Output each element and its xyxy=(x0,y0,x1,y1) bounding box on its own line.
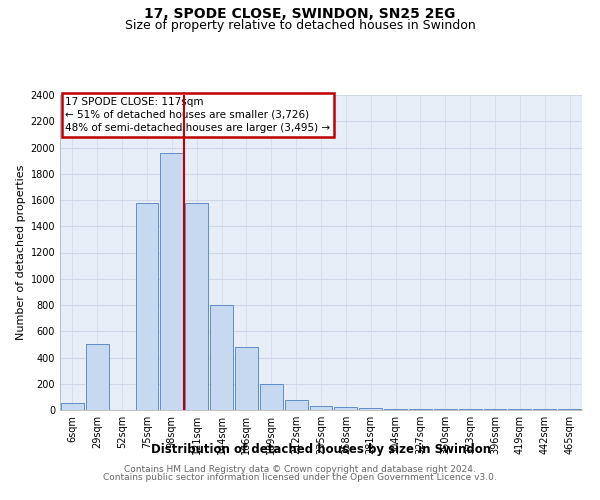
Text: Contains HM Land Registry data © Crown copyright and database right 2024.: Contains HM Land Registry data © Crown c… xyxy=(124,465,476,474)
Y-axis label: Number of detached properties: Number of detached properties xyxy=(16,165,26,340)
Text: Distribution of detached houses by size in Swindon: Distribution of detached houses by size … xyxy=(151,442,491,456)
Text: Size of property relative to detached houses in Swindon: Size of property relative to detached ho… xyxy=(125,18,475,32)
Bar xyxy=(310,406,332,410)
Bar xyxy=(459,409,482,410)
Text: 17 SPODE CLOSE: 117sqm
← 51% of detached houses are smaller (3,726)
48% of semi-: 17 SPODE CLOSE: 117sqm ← 51% of detached… xyxy=(65,96,331,133)
Bar xyxy=(235,347,258,410)
Bar xyxy=(334,408,357,410)
Bar xyxy=(384,408,407,410)
Bar xyxy=(260,384,283,410)
Text: Contains public sector information licensed under the Open Government Licence v3: Contains public sector information licen… xyxy=(103,472,497,482)
Text: 17, SPODE CLOSE, SWINDON, SN25 2EG: 17, SPODE CLOSE, SWINDON, SN25 2EG xyxy=(145,8,455,22)
Bar xyxy=(136,202,158,410)
Bar xyxy=(359,408,382,410)
Bar xyxy=(409,409,432,410)
Bar xyxy=(185,202,208,410)
Bar xyxy=(210,305,233,410)
Bar xyxy=(434,409,457,410)
Bar xyxy=(160,153,183,410)
Bar xyxy=(285,400,308,410)
Bar xyxy=(61,404,84,410)
Bar xyxy=(484,409,506,410)
Bar xyxy=(86,344,109,410)
